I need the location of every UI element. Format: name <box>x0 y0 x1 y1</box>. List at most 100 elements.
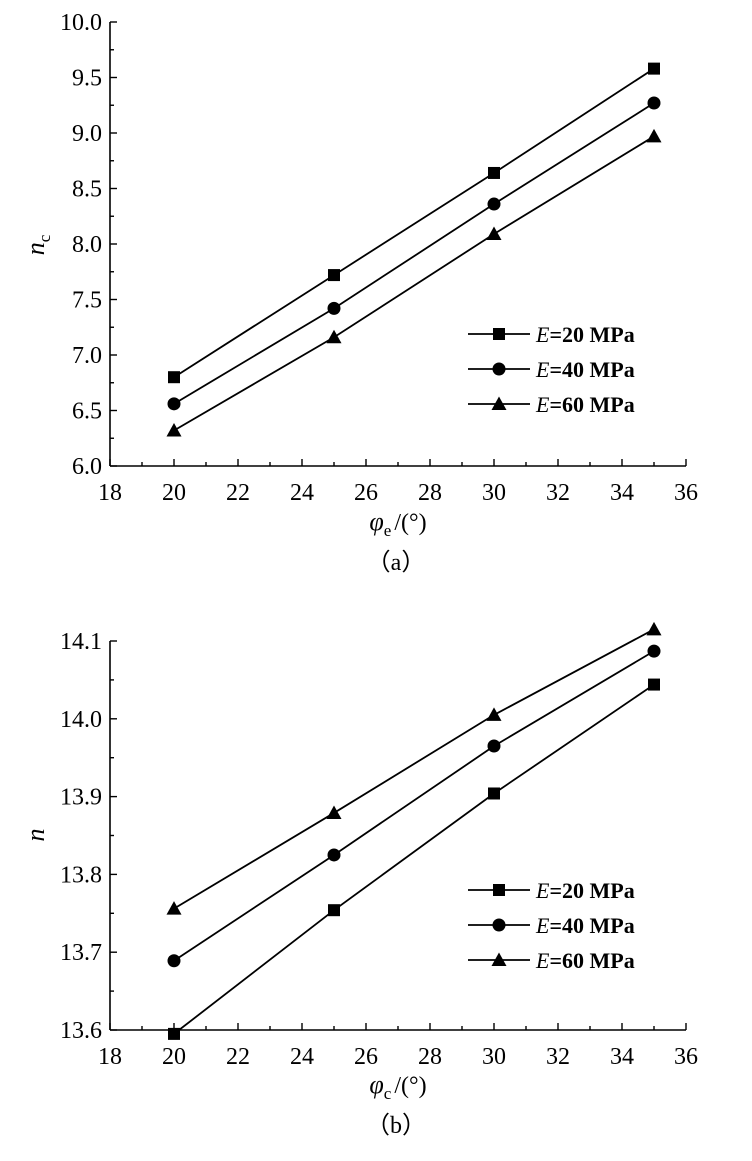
series-line <box>173 650 655 962</box>
legend-marker-triangle <box>491 952 507 966</box>
y-tick-label: 7.5 <box>72 288 102 314</box>
data-point-circle <box>327 848 341 862</box>
x-tick-label: 30 <box>482 480 506 506</box>
series-line <box>173 135 655 432</box>
data-point-triangle <box>326 805 342 819</box>
legend-item: E=40 MPa <box>468 357 635 382</box>
data-point-triangle <box>486 707 502 721</box>
chart-panel-a: 18 20 22 24 26 28 30 32 34 36 6.0 6.5 7.0 7.5 8.0 8.5 9.… <box>21 10 698 576</box>
x-tick-label: 22 <box>226 480 250 506</box>
y-tick-label: 6.0 <box>72 454 102 480</box>
x-axis-label-subscript: e <box>384 521 392 540</box>
legend-item: E=20 MPa <box>468 322 635 347</box>
y-tick-label: 13.9 <box>60 785 102 811</box>
data-point-triangle <box>326 329 342 344</box>
x-tick-label: 36 <box>674 480 698 506</box>
y-axis-label-symbol: n <box>21 242 50 255</box>
series-line <box>173 683 655 1035</box>
y-axis-label: nc <box>21 234 54 255</box>
legend-label-value: =40 MPa <box>549 913 634 938</box>
legend-label: E=40 MPa <box>535 913 635 938</box>
legend-label-value: =40 MPa <box>549 357 634 382</box>
data-point-square <box>648 62 660 75</box>
data-point-triangle <box>646 621 662 636</box>
x-tick-label: 26 <box>354 480 378 506</box>
legend-label-value: =60 MPa <box>549 392 634 417</box>
legend-label-value: =20 MPa <box>549 322 634 347</box>
y-tick-label: 13.6 <box>60 1018 102 1044</box>
x-axis-label: φe/(°) <box>369 507 426 540</box>
x-tick-label: 24 <box>290 480 314 506</box>
data-point-square <box>168 371 180 384</box>
y-tick-label: 7.0 <box>72 343 102 369</box>
series-line <box>173 102 655 405</box>
data-point-triangle <box>166 901 182 915</box>
legend-marker-square <box>493 328 505 340</box>
legend-label-symbol: E <box>535 878 550 903</box>
x-axis-label-unit: /(°) <box>394 1073 426 1099</box>
data-point-square <box>488 166 500 179</box>
x-axis-label-symbol: φ <box>369 1070 383 1099</box>
data-point-triangle <box>166 422 182 437</box>
x-axis-label-unit: /(°) <box>394 510 426 536</box>
x-tick-label: 26 <box>354 1044 378 1070</box>
y-axis-label-symbol: n <box>21 829 50 842</box>
data-point-circle <box>487 739 501 753</box>
data-point-circle <box>647 644 661 658</box>
panel-caption: （a） <box>367 550 426 576</box>
legend-label: E=20 MPa <box>535 322 635 347</box>
legend-item: E=60 MPa <box>468 948 635 973</box>
legend-item: E=40 MPa <box>468 913 635 938</box>
y-tick-label: 9.0 <box>72 121 102 147</box>
x-axis-label-subscript: c <box>384 1084 392 1103</box>
chart-panel-b: 18 20 22 24 26 28 30 32 34 36 13.6 13.7 13.8 13.9 14.0… <box>21 621 698 1139</box>
series-line <box>173 628 655 910</box>
x-axis-label-symbol: φ <box>369 507 383 536</box>
legend-label: E=40 MPa <box>535 357 635 382</box>
legend-label: E=60 MPa <box>535 948 635 973</box>
series-line <box>173 67 655 378</box>
series-square <box>168 62 660 384</box>
x-tick-label: 30 <box>482 1044 506 1070</box>
x-tick-label: 32 <box>546 480 570 506</box>
legend-label: E=20 MPa <box>535 878 635 903</box>
data-point-square <box>328 269 340 282</box>
data-point-circle <box>167 954 181 968</box>
x-tick-label: 34 <box>610 480 634 506</box>
data-point-square <box>328 904 340 917</box>
x-tick-label: 22 <box>226 1044 250 1070</box>
legend-label-symbol: E <box>535 322 550 347</box>
legend-label-symbol: E <box>535 948 550 973</box>
series-triangle <box>166 128 662 437</box>
x-tick-label: 36 <box>674 1044 698 1070</box>
series-circle <box>167 96 661 411</box>
series-circle <box>167 644 661 968</box>
legend-marker-triangle <box>491 396 507 410</box>
legend-marker-circle <box>492 918 506 932</box>
y-tick-label: 9.5 <box>72 66 102 92</box>
data-point-circle <box>647 96 661 110</box>
y-tick-label: 6.5 <box>72 399 102 425</box>
data-point-triangle <box>646 128 662 143</box>
x-tick-label: 24 <box>290 1044 314 1070</box>
panel-caption: （b） <box>366 1113 426 1139</box>
data-point-square <box>488 787 500 800</box>
y-axis-label-subscript: c <box>35 234 54 242</box>
x-tick-label: 18 <box>98 480 122 506</box>
y-tick-label: 8.0 <box>72 232 102 258</box>
legend-label-symbol: E <box>535 392 550 417</box>
legend-marker-square <box>493 884 505 896</box>
y-axis-label: n <box>21 829 50 842</box>
x-tick-label: 20 <box>162 1044 186 1070</box>
legend-label: E=60 MPa <box>535 392 635 417</box>
legend-label-value: =60 MPa <box>549 948 634 973</box>
x-tick-label: 32 <box>546 1044 570 1070</box>
series-square <box>168 678 660 1040</box>
y-tick-label: 14.0 <box>60 707 102 733</box>
x-axis-label: φc/(°) <box>369 1070 426 1103</box>
x-tick-label: 28 <box>418 1044 442 1070</box>
legend-item: E=20 MPa <box>468 878 635 903</box>
data-point-square <box>168 1027 180 1040</box>
legend-label-symbol: E <box>535 357 550 382</box>
